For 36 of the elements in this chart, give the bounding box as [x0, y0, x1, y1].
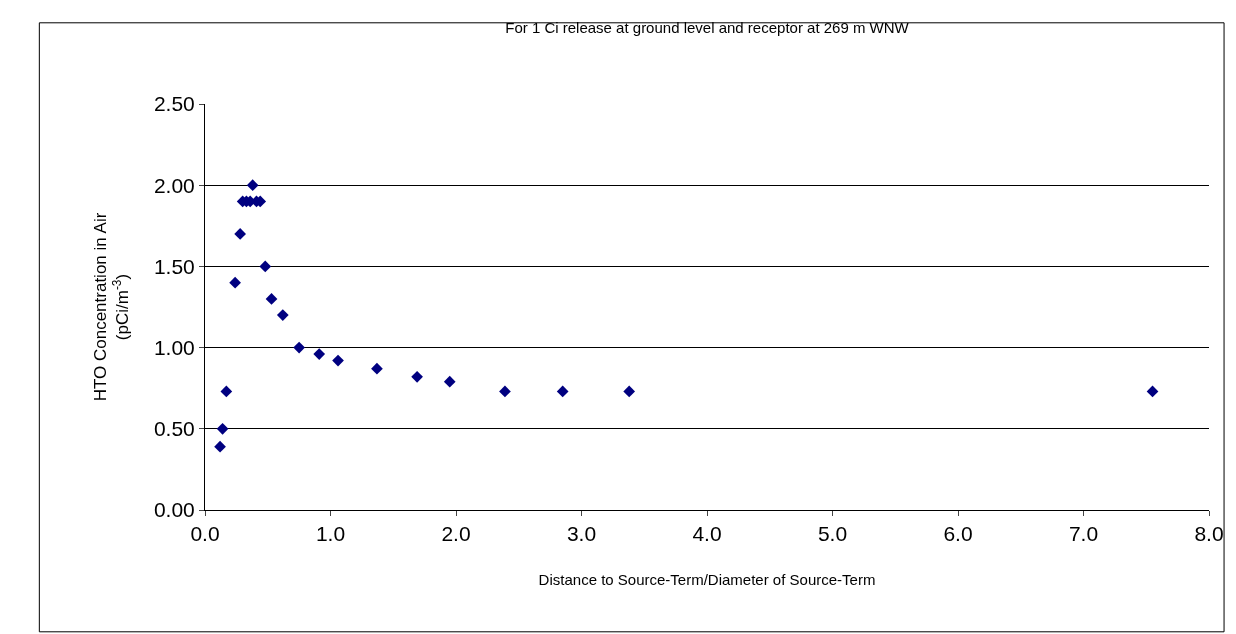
point: [246, 179, 259, 192]
point: [259, 260, 272, 273]
y-tick-label: 0.50: [153, 417, 195, 441]
point: [220, 385, 233, 398]
point: [371, 362, 383, 375]
y-tick-label: 1.00: [153, 335, 195, 359]
point: [623, 385, 636, 398]
point: [499, 385, 511, 398]
x-tick-label: 5.0: [817, 522, 848, 546]
point: [234, 228, 246, 240]
y-tick-label: 2.50: [153, 92, 195, 116]
x-tick-label: 3.0: [566, 522, 597, 546]
point: [313, 348, 326, 360]
point: [332, 354, 344, 367]
x-tick-label: 2.0: [441, 522, 471, 546]
x-tick-label: 0.0: [190, 522, 220, 546]
y-tick-label: 2.00: [153, 173, 195, 197]
point: [293, 341, 305, 354]
x-tick-label: 4.0: [692, 522, 722, 546]
point: [276, 309, 289, 321]
x-axis-title: Distance to Source-Term/Diameter of Source-Term: [538, 571, 876, 589]
x-tick-label: 1.0: [315, 522, 346, 546]
point: [1146, 385, 1159, 398]
point: [214, 440, 226, 453]
point: [411, 370, 423, 383]
x-tick-label: 8.0: [1194, 522, 1224, 546]
point: [229, 276, 241, 289]
y-tick-label: 1.50: [153, 254, 195, 278]
x-tick-label: 6.0: [943, 522, 973, 546]
point: [216, 422, 229, 435]
point: [443, 375, 456, 388]
x-tick-label: 7.0: [1068, 522, 1099, 546]
y-tick-label: 0.00: [153, 498, 195, 522]
point: [556, 385, 569, 398]
chart-title: For 1 Ci release at ground level and receptor at 269 m WNW: [505, 18, 910, 36]
point: [265, 293, 278, 305]
